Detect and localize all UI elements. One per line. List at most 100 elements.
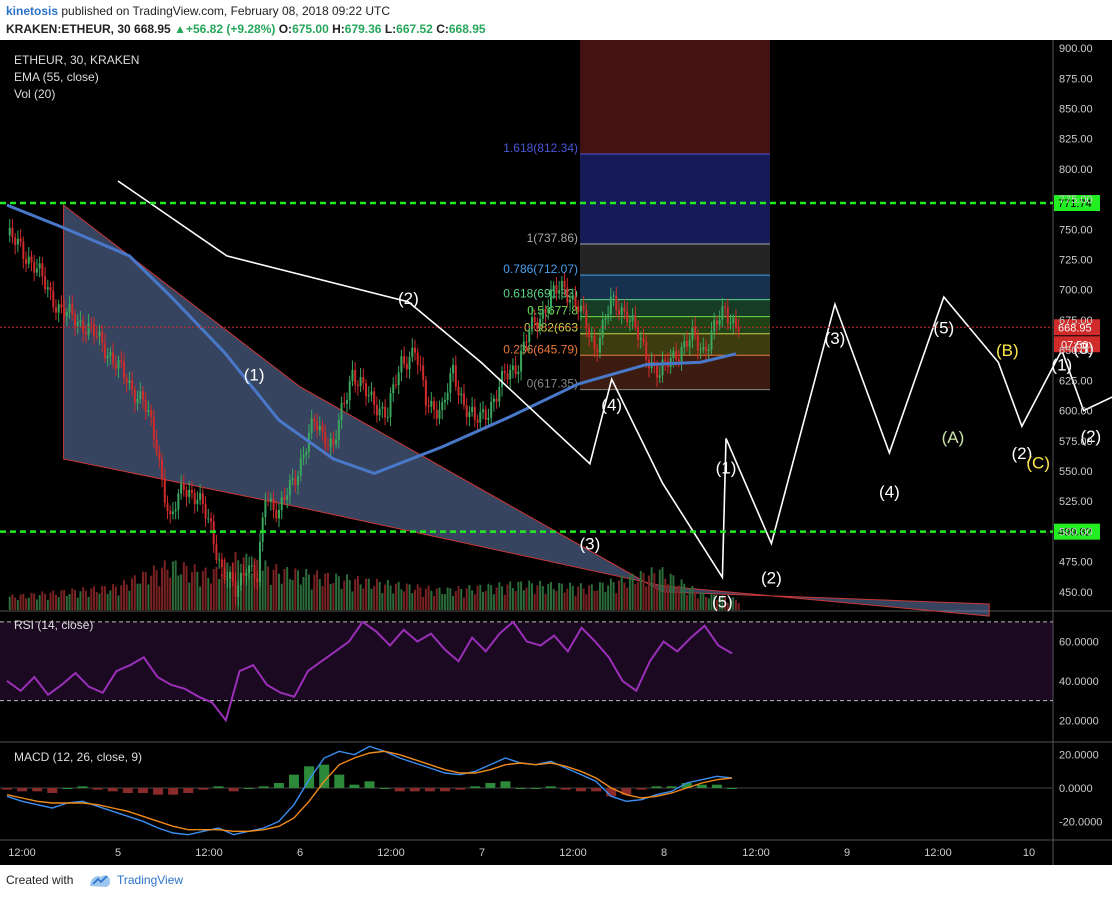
candle-body [427, 405, 430, 407]
candle-body [435, 409, 438, 419]
tradingview-logo-icon[interactable] [88, 871, 112, 889]
volume-bar [400, 589, 403, 610]
candle-body [278, 509, 280, 519]
volume-bar [517, 581, 520, 610]
volume-bar [392, 593, 395, 610]
candle-body [612, 295, 615, 297]
volume-bar [585, 594, 588, 610]
candle-body [204, 504, 207, 519]
volume-bar [596, 590, 599, 610]
candle-body [103, 343, 106, 359]
candle-body [25, 259, 28, 264]
candle-body [297, 475, 300, 486]
volume-bar [520, 581, 523, 610]
candle-body [626, 311, 629, 322]
candle-body [267, 500, 270, 502]
volume-bar [729, 598, 732, 610]
candle-body [272, 498, 275, 511]
volume-bar [541, 586, 544, 610]
created-with-text: Created with [6, 873, 74, 887]
candle-body [699, 349, 702, 351]
volume-bar [628, 575, 631, 610]
time-axis-tick: 6 [297, 847, 303, 859]
candle-body [351, 369, 354, 382]
candle-body [596, 349, 599, 353]
candle-body [234, 581, 237, 597]
macd-signal-line [6, 750, 733, 833]
candle-body [495, 398, 498, 402]
candle-body [133, 389, 136, 404]
candle-body [609, 296, 612, 315]
macd-axis-tick: 0.0000 [1059, 783, 1093, 795]
price-axis-tick: 800.00 [1059, 164, 1093, 176]
wave-label: (C) [1026, 454, 1050, 473]
time-axis-tick: 9 [844, 847, 850, 859]
volume-bar [683, 583, 686, 610]
volume-bar [726, 602, 729, 610]
volume-bar [112, 584, 115, 610]
candle-body [661, 359, 664, 376]
countdown-badge [1054, 336, 1100, 353]
price-axis-tick: 475.00 [1059, 557, 1093, 569]
candle-body [63, 307, 66, 317]
fib-level-label: 0.236(645.79) [503, 342, 578, 356]
tradingview-link[interactable]: TradingView [117, 873, 184, 887]
candle-body [574, 295, 577, 307]
candle-body [370, 391, 373, 396]
volume-bar [550, 581, 552, 610]
volume-bar [552, 589, 555, 610]
volume-bar [476, 585, 479, 610]
fib-zone-top [580, 40, 770, 154]
volume-bar [74, 590, 76, 610]
candle-body [122, 361, 125, 378]
author-link[interactable]: kinetosis [6, 4, 59, 18]
candle-body [332, 438, 335, 445]
chart-svg[interactable]: 1.618(812.34)1(737.86)0.786(712.07)0.618… [0, 40, 1112, 865]
volume-bar [250, 573, 253, 610]
candle-body [637, 326, 640, 340]
volume-bar [482, 592, 484, 610]
candle-body [465, 405, 468, 417]
macd-histogram-bar [379, 788, 390, 789]
volume-bar [525, 587, 528, 610]
candle-body [299, 458, 302, 476]
candle-body [27, 256, 30, 264]
price-axis-tick: 875.00 [1059, 73, 1093, 85]
chart-area[interactable]: 1.618(812.34) 1(737.86) 0.786(712.07) 0.618… [0, 40, 1112, 865]
candle-body [403, 356, 406, 364]
candle-body [560, 280, 563, 291]
volume-bar [87, 596, 90, 610]
macd-histogram-bar [409, 788, 420, 792]
volume-bar [25, 598, 28, 610]
candle-body [90, 323, 93, 325]
volume-bar [180, 574, 183, 610]
candle-body [511, 365, 514, 371]
volume-bar [642, 572, 645, 610]
volume-bar [598, 582, 601, 610]
volume-bar [734, 600, 737, 610]
volume-bar [501, 586, 504, 610]
volume-bar [454, 591, 457, 610]
time-axis-tick: 12:00 [924, 847, 952, 859]
volume-bar [318, 579, 321, 610]
candle-body [106, 355, 109, 359]
volume-bar [435, 588, 438, 610]
volume-bar [582, 588, 585, 610]
macd-histogram-bar [258, 786, 269, 788]
volume-bar [707, 598, 710, 610]
volume-bar [152, 565, 155, 610]
candle-body [569, 299, 572, 303]
volume-bar [278, 573, 280, 610]
candle-body [313, 418, 316, 422]
low-label: L: [384, 22, 397, 36]
candle-body [424, 379, 427, 406]
candle-body [71, 304, 74, 315]
volume-bar [93, 586, 96, 610]
volume-bar [433, 596, 436, 610]
volume-bar [721, 595, 724, 610]
volume-bar [272, 569, 275, 610]
candle-body [337, 419, 340, 440]
wave-label: (2) [398, 289, 419, 308]
volume-bar [577, 586, 580, 610]
macd-line [6, 745, 733, 836]
